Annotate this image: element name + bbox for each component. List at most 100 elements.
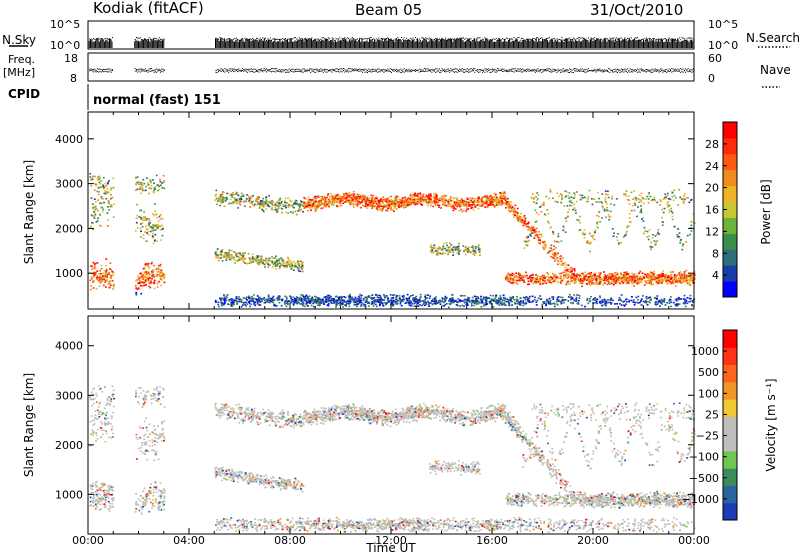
nsearch-point	[394, 39, 396, 41]
echo-cell	[493, 200, 496, 202]
echo-cell	[110, 277, 112, 279]
nave-point	[502, 68, 504, 70]
nave-point	[378, 68, 380, 70]
echo-cell	[527, 283, 529, 286]
echo-cell	[92, 273, 95, 275]
echo-cell	[97, 187, 100, 189]
echo-cell	[650, 298, 652, 300]
nsearch-point	[141, 38, 143, 40]
nsearch-point	[273, 38, 275, 40]
echo-cell	[567, 300, 570, 302]
echo-cell	[634, 204, 637, 206]
echo-cell	[387, 197, 389, 200]
nsearch-point	[384, 38, 386, 40]
freq-point	[465, 71, 467, 73]
echo-cell	[554, 260, 556, 262]
echo-cell	[452, 209, 455, 212]
nave-point	[310, 68, 312, 70]
freq-point	[611, 71, 613, 73]
freq-point	[151, 70, 153, 72]
echo-cell	[645, 301, 648, 304]
echo-cell	[588, 272, 591, 275]
echo-cell	[628, 277, 631, 280]
echo-cell	[681, 274, 683, 277]
echo-cell	[316, 204, 318, 207]
echo-cell	[415, 295, 418, 298]
echo-cell	[543, 275, 546, 278]
nave-point	[290, 69, 291, 71]
echo-cell	[228, 202, 231, 205]
nave-point	[531, 69, 533, 71]
echo-cell	[326, 304, 329, 306]
freq-point	[563, 71, 565, 73]
echo-cell	[305, 295, 308, 298]
nave-point	[162, 68, 164, 70]
echo-cell	[371, 195, 374, 198]
nsearch-point	[616, 38, 618, 40]
echo-cell	[668, 197, 671, 200]
echo-cell	[477, 246, 480, 248]
echo-cell	[256, 203, 259, 206]
freq-point	[89, 70, 91, 72]
echo-cell	[584, 232, 587, 235]
nave-point	[382, 69, 384, 71]
echo-cell	[535, 233, 537, 236]
echo-cell	[145, 278, 147, 280]
echo-cell	[610, 302, 613, 304]
echo-cell	[300, 203, 303, 206]
freq-point	[383, 71, 385, 73]
echo-cell	[429, 302, 432, 304]
nsearch-point	[624, 37, 626, 39]
echo-cell	[565, 283, 568, 286]
freq-point	[492, 70, 493, 72]
freq-point	[135, 70, 137, 72]
nsearch-point	[293, 37, 295, 39]
echo-cell	[644, 273, 646, 276]
freq-point	[517, 70, 519, 72]
echo-cell	[522, 224, 525, 227]
echo-cell	[683, 298, 685, 300]
nave-point	[369, 69, 371, 71]
freq-point	[313, 71, 315, 73]
nave-point	[480, 69, 482, 71]
echo-cell	[278, 201, 280, 203]
echo-cell	[579, 229, 582, 231]
echo-cell	[106, 276, 108, 279]
echo-cell	[618, 299, 620, 301]
nave-point	[228, 69, 230, 71]
nave-point	[643, 69, 645, 71]
echo-cell	[298, 302, 300, 304]
nave-point	[492, 68, 493, 70]
echo-cell	[494, 204, 496, 207]
nave-point	[570, 68, 572, 70]
echo-cell	[546, 301, 548, 303]
echo-cell	[579, 222, 582, 224]
nave-point	[216, 69, 218, 71]
echo-cell	[657, 282, 660, 284]
nave-point	[250, 68, 252, 70]
echo-cell	[151, 277, 153, 280]
freq-point	[527, 70, 529, 72]
echo-cell	[484, 302, 487, 304]
echo-cell	[371, 298, 373, 300]
echo-cell	[596, 223, 599, 225]
nave-point	[111, 69, 113, 71]
freq-point	[159, 71, 161, 73]
echo-cell	[534, 209, 537, 212]
echo-cell	[642, 304, 644, 307]
nave-point	[146, 69, 148, 71]
nsearch-point	[561, 37, 563, 39]
noise-tick-high-left: 10^5	[50, 18, 80, 31]
echo-cell	[159, 275, 162, 278]
echo-cell	[143, 211, 145, 213]
echo-cell	[546, 275, 549, 278]
echo-cell	[346, 302, 348, 304]
freq-point	[269, 70, 271, 72]
echo-cell	[485, 296, 488, 298]
freq-point	[604, 70, 606, 72]
echo-cell	[678, 303, 681, 305]
nsearch-point	[432, 39, 434, 41]
echo-cell	[427, 201, 430, 203]
echo-cell	[651, 199, 654, 201]
